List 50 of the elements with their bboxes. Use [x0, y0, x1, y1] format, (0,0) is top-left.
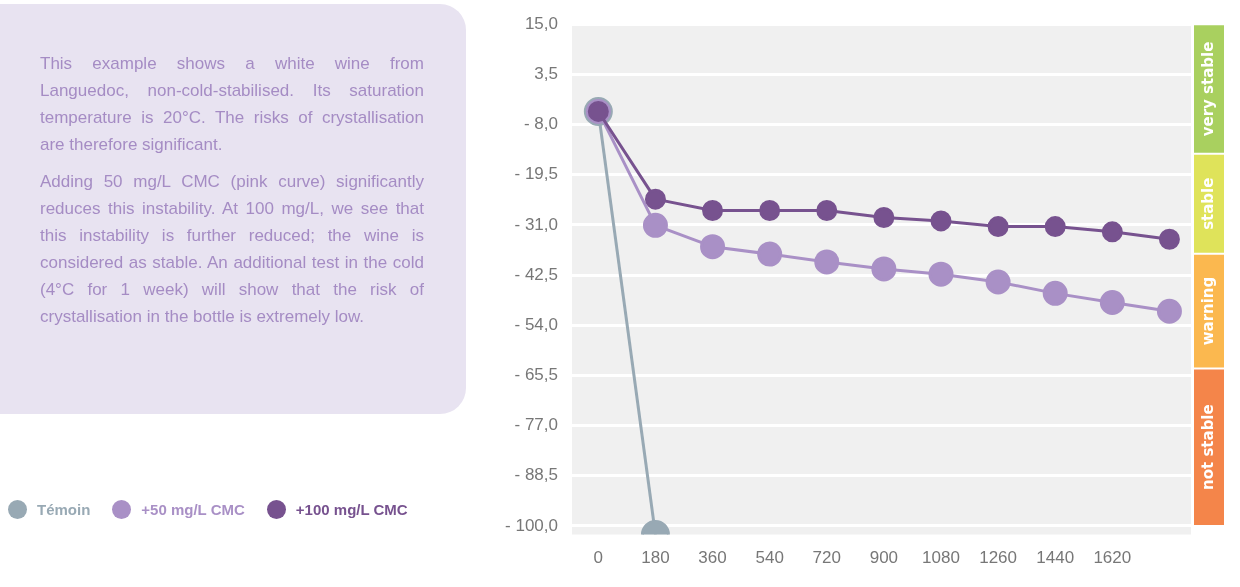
point [1099, 290, 1125, 316]
x-tick-label: 360 [698, 548, 727, 568]
text: Adding 50 mg/L CMC (pink curve) significantly reduces this instability. At 100 mg/L, we see that this instability is further reduced; the wine is considered as stable. An additional test in the cold (4°C for 1 week) will show that the risk of crystallisation in the bottle is extremely low. [40, 171, 424, 328]
x-tick-label: 1260 [979, 548, 1018, 568]
x-tick-label: 900 [869, 548, 899, 568]
x-tick-label: 180 [641, 548, 670, 568]
point [816, 199, 838, 221]
x-tick-label: 0 [593, 548, 604, 568]
legend-label: +50 mg/L CMC [141, 501, 245, 518]
point [1042, 280, 1068, 306]
x-tick-label: 540 [755, 548, 784, 568]
point [928, 261, 954, 287]
point [1156, 298, 1182, 324]
x-tick-label: 720 [812, 548, 841, 568]
legend-label: +100 mg/L CMC [295, 501, 408, 518]
x-tick-label: 1080 [922, 548, 960, 568]
y-tick-label: - 31,0 [514, 214, 558, 234]
x-tick-label: 1620 [1093, 548, 1132, 568]
y-tick-label: - 54,0 [514, 314, 558, 334]
band-label: warning [1198, 276, 1217, 346]
y-tick-label: - 100,0 [505, 515, 558, 535]
band-label: not stable [1198, 404, 1217, 490]
y-tick-label: - 77,0 [514, 415, 558, 435]
y-tick-label: - 88,5 [514, 465, 558, 485]
legend-label: Témoin [37, 501, 91, 518]
point [757, 241, 783, 267]
y-tick-label: - 42,5 [514, 264, 558, 284]
point [759, 199, 781, 221]
y-tick-label: - 65,5 [514, 365, 558, 385]
y-tick-label: 3,5 [534, 64, 558, 84]
point [642, 212, 668, 238]
point [1101, 221, 1123, 243]
point [814, 249, 840, 275]
point [873, 206, 895, 228]
band-label: stable [1198, 177, 1217, 230]
point [1044, 216, 1066, 238]
point [985, 269, 1011, 295]
y-tick-label: - 8,0 [523, 114, 558, 134]
point [644, 188, 666, 210]
x-tick-label: 1440 [1036, 548, 1075, 568]
point [987, 216, 1009, 238]
point [1158, 228, 1180, 250]
point [702, 199, 724, 221]
point [871, 256, 897, 282]
point [700, 234, 726, 260]
band-label: very stable [1198, 41, 1217, 137]
y-tick-label: 15,0 [524, 13, 558, 33]
point [930, 210, 952, 232]
text: This example shows a white wine from Languedoc, non-cold-stabilised. Its saturation temperature is 20°C. The risks of crystallisation are therefore significant. [40, 53, 424, 156]
y-tick-label: - 19,5 [514, 164, 558, 184]
